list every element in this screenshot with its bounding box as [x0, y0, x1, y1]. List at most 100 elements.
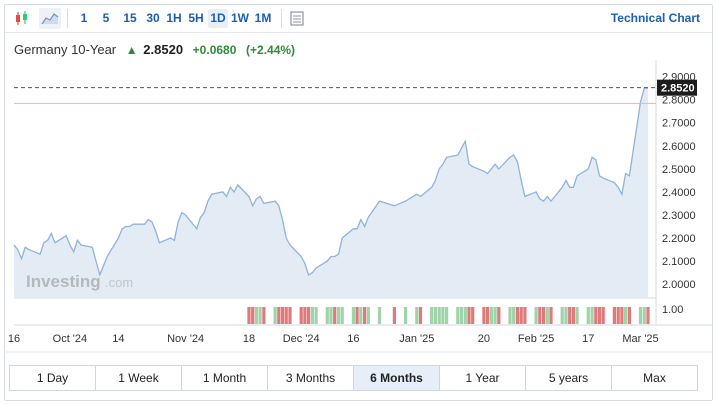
last-price-tag: [657, 79, 697, 96]
interval-button-1m[interactable]: 1M: [254, 11, 272, 25]
volume-bar: [336, 307, 341, 324]
volume-bar: [594, 307, 598, 324]
volume-bar: [459, 307, 464, 324]
price-change: +0.0680: [192, 43, 237, 57]
volume-bar: [463, 307, 467, 324]
toolbar-separator: [67, 9, 68, 28]
volume-bar: [247, 307, 251, 324]
volume-bar: [642, 307, 646, 324]
x-tick-label: 14: [112, 333, 124, 345]
y-tick-label: 2.8000: [662, 95, 696, 107]
x-tick-label: 16: [347, 333, 359, 345]
volume-bar: [624, 307, 628, 324]
last-price: 2.8520: [143, 42, 184, 57]
x-tick-label: 20: [478, 333, 490, 345]
area-chart-icon[interactable]: [39, 8, 61, 29]
volume-bar: [601, 307, 605, 324]
volume-bar: [251, 307, 255, 324]
price-line-series: [13, 87, 648, 277]
interval-button-1d[interactable]: 1D: [208, 9, 228, 28]
interval-button-30[interactable]: 30: [146, 11, 160, 25]
x-tick-label: Jan '25: [399, 333, 434, 345]
volume-bar: [340, 307, 344, 324]
volume-bar: [560, 307, 564, 324]
range-tab-1-year[interactable]: 1 Year: [440, 366, 526, 390]
volume-bar: [433, 307, 437, 324]
volume-bar: [392, 307, 396, 324]
investing-watermark: Investing: [26, 272, 101, 291]
volume-axis-label: 1.00: [662, 304, 683, 316]
volume-bar: [538, 307, 542, 324]
chart-toolbar: 1 5 15 30 1H 5H 1D 1W 1M Technical Chart: [5, 5, 712, 33]
interval-button-1w[interactable]: 1W: [231, 11, 249, 25]
investing-watermark-suffix: .com: [105, 275, 133, 290]
last-price-tag-label: 2.8520: [661, 83, 695, 95]
range-tab-max[interactable]: Max: [643, 371, 666, 385]
volume-bar: [441, 307, 445, 324]
settings-panel-icon[interactable]: [286, 8, 308, 29]
volume-bar: [512, 307, 516, 324]
range-tab-6-months[interactable]: 6 Months: [354, 366, 440, 390]
volume-bar: [564, 307, 568, 324]
volume-bar: [377, 307, 382, 324]
x-tick-label: 16: [8, 333, 20, 345]
volume-bar: [404, 307, 408, 324]
x-tick-label: Oct '24: [53, 333, 88, 345]
technical-chart-link[interactable]: Technical Chart: [610, 11, 700, 25]
volume-bar: [482, 307, 486, 324]
volume-bar: [254, 307, 258, 324]
volume-bar: [534, 307, 538, 324]
volume-bar: [351, 307, 355, 324]
price-area-fill: [14, 88, 648, 298]
x-tick-label: Feb '25: [518, 333, 554, 345]
volume-bar: [616, 307, 620, 324]
interval-button-1[interactable]: 1: [80, 11, 88, 25]
volume-bar: [523, 307, 527, 324]
volume-bar: [415, 307, 419, 324]
volume-bar: [568, 307, 572, 324]
interval-button-5[interactable]: 5: [102, 11, 110, 25]
volume-bar: [486, 307, 490, 324]
volume-bar: [519, 307, 523, 324]
range-tab-1-week[interactable]: 1 Week: [96, 366, 182, 390]
volume-bar: [627, 307, 631, 324]
volume-bar: [437, 307, 441, 324]
volume-bar: [456, 307, 460, 324]
volume-bar: [363, 307, 367, 324]
volume-bar: [277, 307, 281, 324]
volume-bar: [586, 307, 590, 324]
y-tick-label: 2.4000: [662, 187, 696, 199]
interval-button-5h[interactable]: 5H: [188, 11, 204, 25]
toolbar-separator: [281, 9, 282, 28]
range-tab-3-months[interactable]: 3 Months: [268, 366, 354, 390]
volume-bar: [299, 307, 303, 324]
volume-bar: [307, 307, 311, 324]
range-tab-5-years[interactable]: 5 years: [526, 366, 612, 390]
y-tick-label: 2.7000: [662, 118, 696, 130]
interval-button-1h[interactable]: 1H: [166, 11, 182, 25]
volume-bar: [333, 307, 337, 324]
volume-bar: [542, 307, 546, 324]
range-tabs: 1 Day 1 Week 1 Month 3 Months 6 Months 1 Year…: [9, 365, 698, 391]
volume-bar: [273, 307, 277, 324]
volume-bar: [575, 307, 579, 324]
volume-bar: [329, 307, 333, 324]
x-tick-label: Mar '25: [622, 333, 658, 345]
volume-bar: [549, 307, 553, 324]
range-tab-1-month[interactable]: 1 Month: [182, 366, 268, 390]
volume-bar: [467, 307, 471, 324]
volume-bar: [571, 307, 575, 324]
x-tick-label: Dec '24: [283, 333, 320, 345]
y-tick-label: 2.1000: [662, 256, 696, 268]
volume-bar: [638, 307, 643, 324]
range-tab-1-day[interactable]: 1 Day: [10, 366, 96, 390]
volume-bar: [430, 307, 434, 324]
volume-bar: [612, 307, 616, 324]
candlestick-chart-icon[interactable]: [11, 8, 33, 29]
volume-bar: [646, 307, 650, 324]
interval-button-15[interactable]: 15: [123, 11, 137, 25]
volume-bar: [314, 307, 318, 324]
volume-bar: [489, 307, 493, 324]
price-change-percent: (+2.44%): [246, 43, 296, 57]
